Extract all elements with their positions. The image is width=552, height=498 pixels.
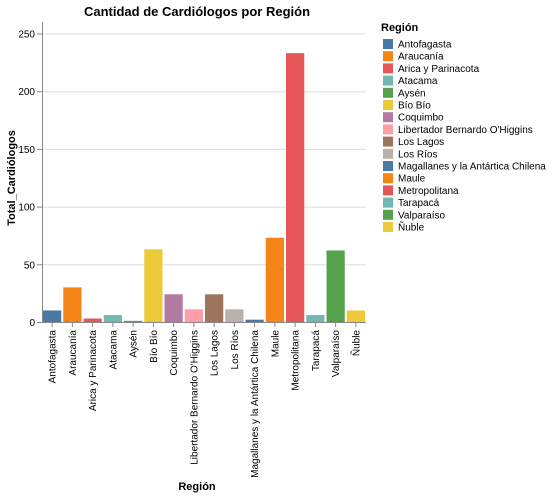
x-tick-label: Araucanía bbox=[68, 330, 79, 376]
y-tick-label: 250 bbox=[18, 30, 35, 41]
legend-label-2: Araucanía bbox=[398, 52, 444, 63]
bar-11 bbox=[245, 319, 264, 322]
bar-12 bbox=[265, 237, 284, 322]
bar-4 bbox=[103, 315, 122, 322]
bar-14 bbox=[306, 315, 325, 322]
legend-swatch-9 bbox=[383, 136, 393, 147]
legend-swatch-2 bbox=[383, 51, 393, 62]
legend-label-15: Valparaíso bbox=[398, 210, 446, 221]
legend-label-10: Los Ríos bbox=[398, 149, 437, 160]
legend-label-13: Metropolitana bbox=[398, 186, 459, 197]
bar-6 bbox=[144, 249, 163, 322]
x-tick-label: Los Ríos bbox=[230, 330, 241, 369]
legend-label-7: Coquimbo bbox=[398, 113, 444, 124]
legend-swatch-7 bbox=[383, 112, 393, 123]
bar-3 bbox=[83, 318, 102, 322]
bar-9 bbox=[205, 294, 224, 322]
y-tick-label: 150 bbox=[18, 145, 35, 156]
x-tick-label: Ñuble bbox=[349, 330, 362, 357]
bar-8 bbox=[184, 309, 203, 322]
y-tick-label: 50 bbox=[24, 260, 36, 271]
x-tick-label: Antofagasta bbox=[48, 330, 59, 384]
legend-swatch-13 bbox=[383, 185, 393, 196]
x-tick-label: Arica y Parinacota bbox=[88, 330, 99, 412]
x-tick-label: Bío Bío bbox=[149, 330, 160, 363]
legend-swatch-15 bbox=[383, 209, 393, 220]
bar-13 bbox=[286, 53, 305, 323]
legend-label-11: Magallanes y la Antártica Chilena bbox=[398, 162, 546, 173]
bar-2 bbox=[63, 287, 82, 322]
bar-5 bbox=[124, 320, 143, 322]
legend-swatch-6 bbox=[383, 100, 393, 110]
x-tick-label: Tarapacá bbox=[311, 330, 322, 372]
legend-label-14: Tarapacá bbox=[398, 198, 440, 209]
legend-swatch-3 bbox=[383, 63, 393, 74]
x-tick-label: Metropolitana bbox=[291, 330, 302, 391]
bar-1 bbox=[43, 310, 62, 322]
legend-label-3: Arica y Parinacota bbox=[398, 64, 480, 75]
legend-label-9: Los Lagos bbox=[398, 137, 444, 148]
legend-swatch-4 bbox=[383, 75, 393, 86]
legend-title: Región bbox=[381, 22, 419, 34]
bar-10 bbox=[225, 309, 244, 322]
legend-swatch-8 bbox=[383, 124, 393, 135]
legend-label-1: Antofagasta bbox=[398, 40, 452, 51]
bar-7 bbox=[164, 294, 183, 322]
legend-swatch-11 bbox=[383, 161, 393, 171]
y-tick-label: 100 bbox=[18, 203, 35, 214]
y-tick-label: 200 bbox=[18, 87, 35, 98]
legend-swatch-1 bbox=[383, 39, 393, 49]
legend-label-16: Ñuble bbox=[398, 221, 425, 234]
legend-label-4: Atacama bbox=[398, 76, 438, 87]
x-tick-label: Maule bbox=[270, 330, 281, 358]
legend-swatch-12 bbox=[383, 173, 393, 184]
legend-swatch-5 bbox=[383, 87, 393, 98]
legend-swatch-14 bbox=[383, 197, 393, 208]
y-tick-label: 0 bbox=[29, 318, 35, 329]
x-axis-title: Región bbox=[178, 481, 216, 493]
x-tick-label: Aysén bbox=[129, 330, 140, 358]
legend-label-12: Maule bbox=[398, 174, 426, 185]
x-tick-label: Coquimbo bbox=[169, 330, 180, 376]
legend-swatch-10 bbox=[383, 148, 393, 159]
legend-label-8: Libertador Bernardo O'Higgins bbox=[398, 125, 533, 136]
legend-swatch-16 bbox=[383, 222, 393, 232]
x-tick-label: Magallanes y la Antártica Chilena bbox=[250, 330, 261, 478]
x-tick-label: Los Lagos bbox=[210, 330, 221, 376]
x-tick-label: Libertador Bernardo O'Higgins bbox=[189, 330, 200, 465]
legend-label-5: Aysén bbox=[398, 88, 426, 99]
chart-title: Cantidad de Cardiólogos por Región bbox=[84, 4, 310, 19]
y-axis-title: Total_Cardiólogos bbox=[6, 130, 18, 226]
x-tick-label: Valparaíso bbox=[331, 330, 342, 378]
legend-label-6: Bío Bío bbox=[398, 101, 431, 112]
bar-16 bbox=[346, 310, 365, 322]
bar-15 bbox=[326, 250, 345, 322]
plot-area: 0 50 100 150 200 250 Antofagasta Araucanía Arica… bbox=[18, 22, 366, 478]
x-tick-label: Atacama bbox=[108, 330, 119, 370]
